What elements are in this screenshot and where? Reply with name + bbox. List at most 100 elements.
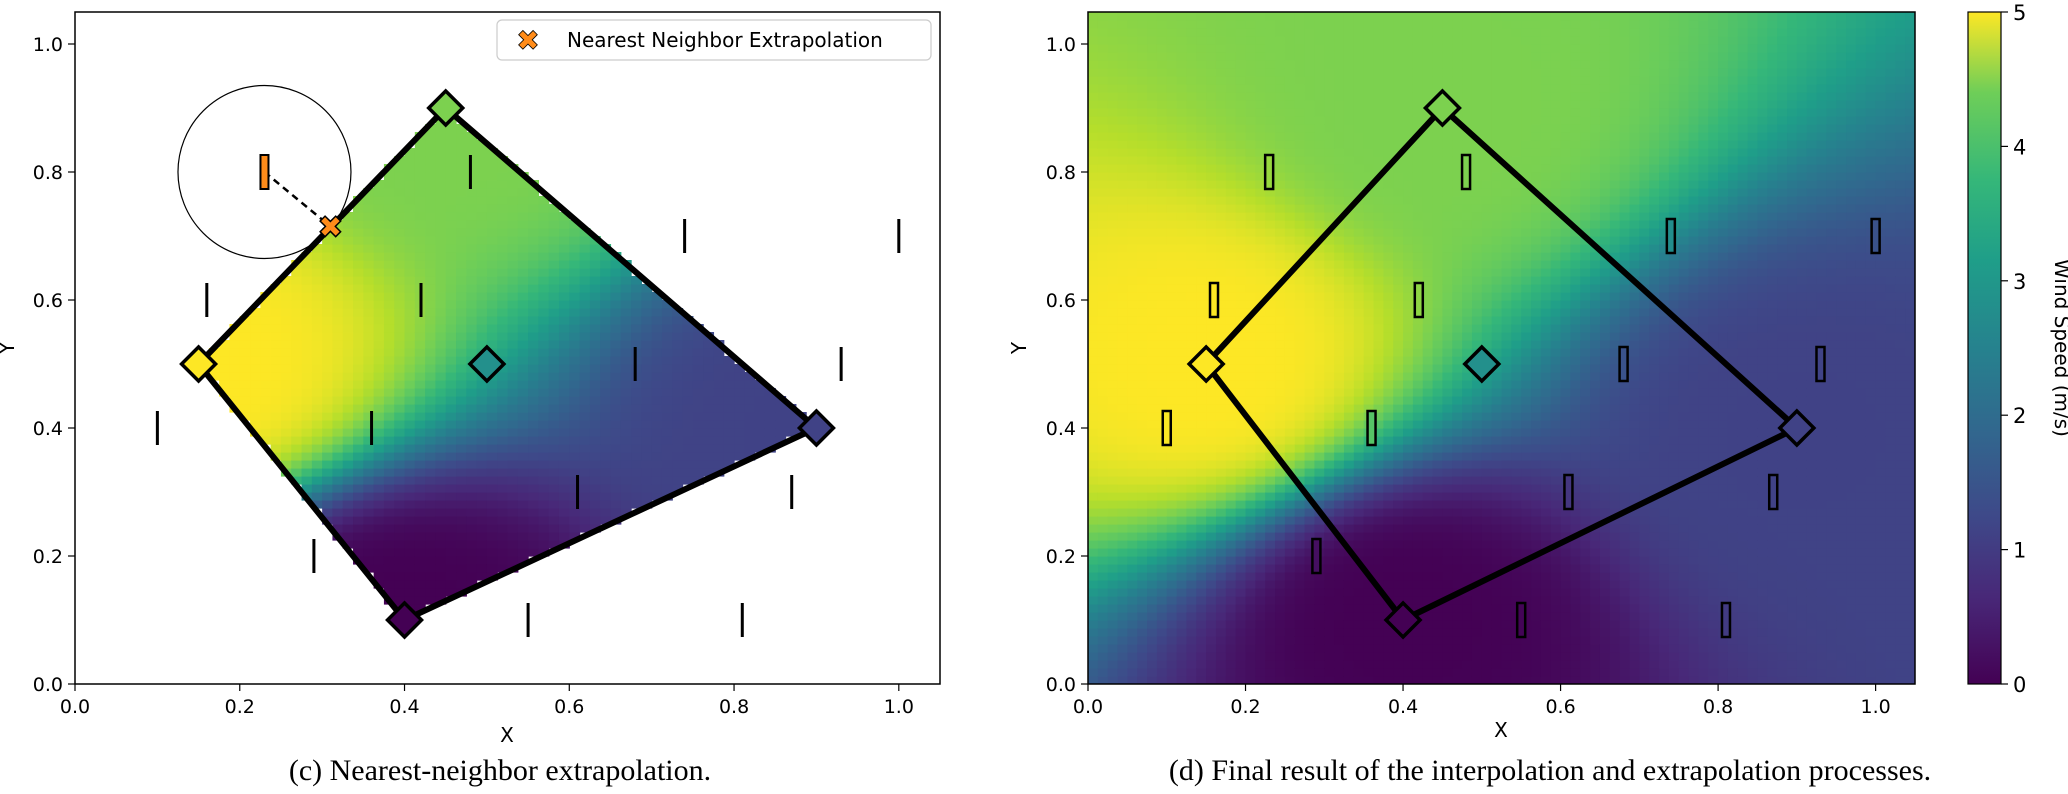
heatmap-cell <box>353 284 364 293</box>
heatmap-cell <box>497 564 509 573</box>
heatmap-cell <box>1353 236 1365 245</box>
heatmap-cell <box>1186 20 1197 29</box>
heatmap-cell <box>291 276 303 285</box>
heatmap-cell <box>1284 76 1296 85</box>
heatmap-cell <box>486 444 498 453</box>
legend[interactable]: ✖ Nearest Neighbor Extrapolation <box>496 19 932 61</box>
heatmap-cell <box>1314 76 1325 85</box>
heatmap-cell <box>1304 628 1316 637</box>
heatmap-cell <box>1393 412 1404 421</box>
heatmap-cell <box>517 428 529 437</box>
heatmap-cell <box>394 404 406 413</box>
heatmap-cell <box>1284 516 1296 525</box>
heatmap-cell <box>1334 52 1345 61</box>
heatmap-cell <box>1403 364 1414 373</box>
heatmap-cell <box>322 284 334 293</box>
heatmap-cell <box>1334 516 1345 525</box>
station-diamond <box>796 408 836 448</box>
heatmap-cell <box>1186 156 1197 165</box>
heatmap-cell <box>754 420 766 429</box>
heatmap-cell <box>1107 156 1119 165</box>
heatmap-cell <box>1294 404 1306 413</box>
heatmap-cell <box>1245 156 1256 165</box>
heatmap-cell <box>414 212 426 221</box>
heatmap-cell <box>558 428 570 437</box>
heatmap-cell <box>280 404 292 413</box>
heatmap-cell <box>1363 212 1375 221</box>
heatmap-cell <box>1206 148 1217 157</box>
heatmap-cell <box>1324 156 1335 165</box>
heatmap-cell <box>250 316 261 325</box>
heatmap-cell <box>301 292 313 301</box>
heatmap-cell <box>363 516 375 525</box>
heatmap-cell <box>1284 572 1296 581</box>
heatmap-cell <box>1206 540 1217 549</box>
heatmap-cell <box>1393 20 1404 29</box>
heatmap-cell <box>1314 460 1325 469</box>
heatmap-cell <box>1403 84 1414 93</box>
heatmap-cell <box>332 428 344 437</box>
heatmap-cell <box>1186 532 1197 541</box>
heatmap-cell <box>301 324 313 333</box>
heatmap-cell <box>1137 124 1148 133</box>
heatmap-cell <box>620 332 632 341</box>
heatmap-cell <box>1314 36 1325 45</box>
heatmap-cell <box>1294 628 1306 637</box>
heatmap-cell <box>1363 308 1375 317</box>
heatmap-cell <box>1235 556 1247 565</box>
heatmap-cell <box>1393 644 1404 653</box>
heatmap-cell <box>1294 532 1306 541</box>
heatmap-cell <box>1107 548 1119 557</box>
heatmap-cell <box>1088 12 1099 21</box>
heatmap-cell <box>1137 596 1148 605</box>
heatmap-cell <box>1166 108 1178 117</box>
heatmap-cell <box>1304 52 1316 61</box>
heatmap-cell <box>404 380 416 389</box>
heatmap-cell <box>1097 260 1109 269</box>
heatmap-cell <box>311 300 323 309</box>
heatmap-cell <box>1117 644 1128 653</box>
heatmap-cell <box>497 228 509 237</box>
heatmap-cell <box>456 148 467 157</box>
heatmap-cell <box>466 540 478 549</box>
heatmap-cell <box>342 324 354 333</box>
heatmap-cell <box>1186 228 1197 237</box>
heatmap-cell <box>1383 572 1394 581</box>
heatmap-cell <box>476 196 488 205</box>
heatmap-cell <box>1127 252 1138 261</box>
heatmap-cell <box>373 436 385 445</box>
heatmap-cell <box>1176 356 1188 365</box>
heatmap-cell <box>1294 436 1306 445</box>
heatmap-cell <box>476 460 488 469</box>
heatmap-cell <box>1127 180 1138 189</box>
heatmap-cell <box>1422 292 1434 301</box>
heatmap-cell <box>1353 580 1365 589</box>
heatmap-cell <box>1137 668 1148 677</box>
heatmap-cell <box>1343 252 1355 261</box>
heatmap-cell <box>1343 476 1355 485</box>
heatmap-cell <box>425 236 437 245</box>
heatmap-cell <box>1432 564 1444 573</box>
heatmap-cell <box>528 380 539 389</box>
heatmap-cell <box>538 516 550 525</box>
heatmap-cell <box>497 436 509 445</box>
heatmap-cell <box>744 388 756 397</box>
heatmap-cell <box>1166 372 1178 381</box>
heatmap-cell <box>579 476 591 485</box>
heatmap-cell <box>1245 172 1256 181</box>
heatmap-cell <box>661 380 673 389</box>
heatmap-cell <box>342 300 354 309</box>
heatmap-cell <box>1265 348 1276 357</box>
heatmap-cell <box>414 580 426 589</box>
heatmap-cell <box>1324 420 1335 429</box>
heatmap-cell <box>1127 340 1138 349</box>
heatmap-cell <box>713 460 725 469</box>
heatmap-cell <box>558 268 570 277</box>
heatmap-cell <box>1393 220 1404 229</box>
heatmap-cell <box>538 476 550 485</box>
heatmap-cell <box>476 156 488 165</box>
heatmap-cell <box>1373 628 1384 637</box>
heatmap-cell <box>1225 412 1237 421</box>
heatmap-cell <box>1403 332 1414 341</box>
heatmap-cell <box>1304 36 1316 45</box>
